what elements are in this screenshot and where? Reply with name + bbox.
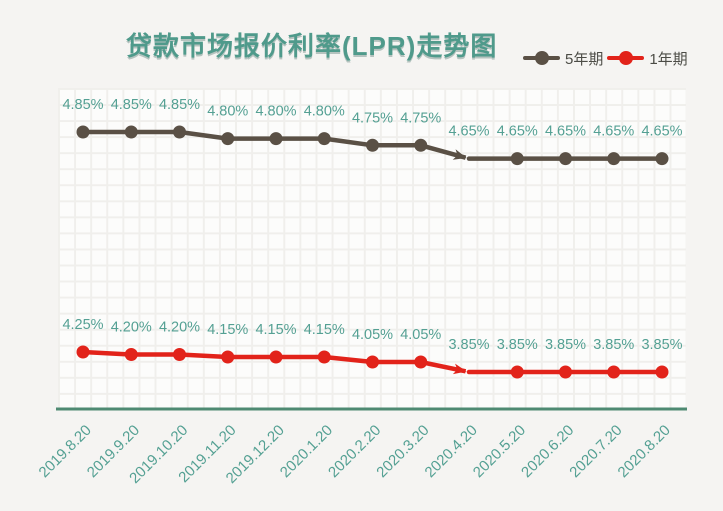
- data-point[interactable]: [607, 365, 621, 379]
- data-label: 3.85%: [497, 337, 538, 353]
- data-label: 4.65%: [641, 124, 682, 140]
- chart-title: 贷款市场报价利率(LPR)走势图: [126, 31, 498, 61]
- data-point[interactable]: [655, 365, 669, 379]
- data-label: 4.15%: [304, 322, 345, 338]
- data-point[interactable]: [655, 152, 669, 166]
- data-point[interactable]: [414, 355, 428, 369]
- data-point[interactable]: [366, 355, 379, 369]
- data-point[interactable]: [124, 125, 138, 139]
- data-label: 3.85%: [593, 337, 634, 353]
- rate-cut-arrow: [420, 359, 467, 375]
- data-label: 4.65%: [593, 124, 634, 140]
- data-point[interactable]: [559, 365, 572, 379]
- data-point[interactable]: [173, 348, 186, 361]
- data-point[interactable]: [221, 350, 235, 364]
- data-point[interactable]: [414, 138, 428, 152]
- data-label: 4.85%: [62, 97, 103, 113]
- data-point[interactable]: [76, 345, 90, 359]
- legend-label-5y: 5年期: [565, 50, 604, 68]
- data-label: 4.15%: [207, 322, 248, 338]
- dot-marker-icon: [618, 51, 633, 65]
- data-point[interactable]: [366, 138, 379, 152]
- data-point[interactable]: [317, 132, 331, 146]
- legend-label-1y: 1年期: [649, 50, 688, 68]
- data-label: 4.65%: [497, 124, 538, 140]
- rate-cut-arrow: [420, 143, 467, 160]
- legend: 5年期 1年期: [523, 48, 688, 68]
- data-point[interactable]: [173, 125, 186, 139]
- line-series-marker-icon: [607, 51, 645, 65]
- data-label: 4.65%: [448, 124, 489, 140]
- data-label: 3.85%: [448, 337, 489, 353]
- data-point[interactable]: [124, 348, 138, 361]
- data-point[interactable]: [317, 350, 331, 364]
- legend-item-5y[interactable]: 5年期: [523, 48, 603, 69]
- data-point[interactable]: [269, 132, 283, 146]
- data-label: 4.80%: [255, 104, 296, 120]
- data-point[interactable]: [269, 350, 283, 364]
- data-point[interactable]: [559, 152, 572, 166]
- data-label: 4.85%: [111, 97, 152, 113]
- dot-marker-icon: [534, 51, 549, 65]
- data-label: 4.75%: [352, 110, 393, 126]
- data-label: 4.05%: [400, 327, 441, 343]
- data-point[interactable]: [76, 125, 90, 139]
- data-label: 3.85%: [545, 337, 586, 353]
- data-label: 4.80%: [207, 104, 248, 120]
- series-line: [80, 349, 423, 365]
- data-label: 3.85%: [641, 337, 682, 353]
- series-line: [80, 129, 423, 148]
- data-label: 4.20%: [111, 320, 152, 336]
- data-label: 4.85%: [159, 97, 200, 113]
- data-label: 4.80%: [304, 104, 345, 120]
- data-point[interactable]: [221, 132, 235, 146]
- x-axis-label: 2020.8.20: [615, 422, 674, 481]
- data-point[interactable]: [510, 365, 524, 379]
- line-series-marker-icon: [523, 51, 560, 65]
- data-label: 4.25%: [62, 317, 103, 333]
- data-label: 4.15%: [255, 322, 296, 338]
- data-label: 4.65%: [545, 124, 586, 140]
- data-label: 4.20%: [159, 320, 200, 336]
- data-label: 4.75%: [400, 110, 441, 126]
- legend-item-1y[interactable]: 1年期: [607, 48, 688, 69]
- data-point[interactable]: [607, 152, 621, 166]
- data-label: 4.05%: [352, 327, 393, 343]
- data-point[interactable]: [510, 152, 524, 166]
